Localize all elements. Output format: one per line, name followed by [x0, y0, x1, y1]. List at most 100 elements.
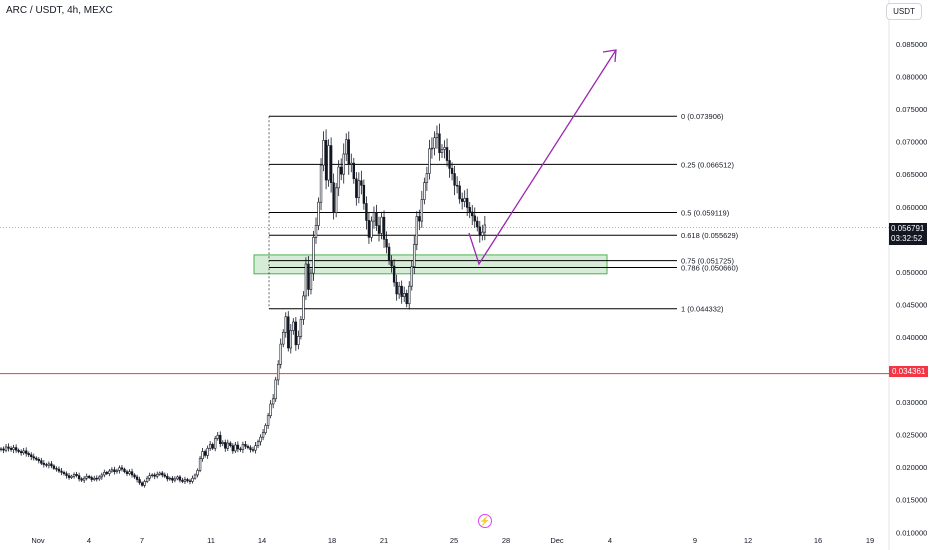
candle-up: [312, 237, 315, 274]
candle-down: [251, 449, 255, 451]
candle-down: [294, 321, 298, 346]
fib-level-label: 0.75 (0.051725): [681, 257, 734, 266]
candle-up: [357, 180, 361, 198]
candle-down: [367, 220, 371, 238]
y-tick-label: 0.085000: [896, 40, 927, 49]
candle-down: [133, 474, 136, 478]
candle-down: [455, 184, 459, 187]
y-tick-label: 0.045000: [896, 300, 927, 309]
candle-up: [156, 474, 159, 477]
y-tick-label: 0.070000: [896, 138, 927, 147]
candle-up: [85, 475, 88, 479]
candle-down: [418, 216, 421, 222]
candle-up: [370, 220, 373, 238]
candle-up: [380, 216, 383, 234]
candle-up: [342, 153, 345, 175]
candle-up: [196, 470, 199, 476]
candle-down: [453, 173, 456, 186]
candle-down: [324, 140, 328, 181]
time-axis[interactable]: Nov 4 7 11 14 18 21 25 28 Dec 4 9 12 16 19: [31, 536, 874, 545]
candle-up: [72, 474, 76, 477]
lightning-icon[interactable]: ⚡: [478, 514, 492, 528]
candle-down: [352, 162, 355, 180]
candle-up: [221, 442, 224, 445]
candle-down: [77, 475, 81, 480]
candle-down: [476, 220, 479, 228]
candle-up: [284, 316, 287, 333]
fib-level-label: 0.786 (0.050660): [681, 264, 739, 273]
candle-up: [206, 447, 209, 456]
candle-up: [319, 164, 323, 203]
currency-button[interactable]: USDT: [886, 3, 922, 20]
candle-up: [261, 432, 265, 438]
candle-up: [428, 148, 431, 174]
candle-up: [241, 444, 245, 450]
candle-down: [113, 469, 116, 473]
candle-down: [130, 471, 134, 476]
fibonacci-retracement[interactable]: 0 (0.073906) 0.25 (0.066512) 0.5 (0.059119…: [268, 112, 739, 314]
candle-up: [327, 145, 330, 181]
candle-up: [274, 379, 277, 400]
y-tick-label: 0.040000: [896, 333, 927, 342]
candle-up: [350, 162, 353, 165]
candle-down: [60, 470, 63, 473]
candle-up: [271, 398, 275, 405]
candle-down: [382, 216, 386, 240]
candle-up: [337, 166, 340, 189]
candle-up: [128, 471, 131, 474]
candle-up: [168, 477, 172, 480]
candle-down: [120, 467, 124, 470]
candle-down: [7, 446, 10, 449]
candle-down: [188, 480, 192, 482]
x-tick-label: 14: [258, 536, 266, 545]
candle-up: [483, 224, 487, 233]
price-axis[interactable]: 0.085000 0.080000 0.075000 0.070000 0.065000…: [896, 40, 927, 537]
candle-down: [395, 281, 398, 295]
candle-up: [266, 415, 270, 426]
candle-down: [307, 263, 310, 290]
candle-up: [413, 244, 416, 267]
candle-up: [410, 266, 413, 287]
candle-down: [375, 212, 378, 226]
candle-up: [322, 140, 325, 166]
x-tick-label: 16: [814, 536, 822, 545]
candle-up: [302, 295, 305, 320]
candle-up: [108, 470, 111, 474]
candle-down: [181, 479, 184, 482]
candle-up: [334, 187, 338, 213]
candle-up: [226, 442, 229, 449]
projection-arrow[interactable]: [468, 49, 617, 266]
candle-down: [478, 226, 481, 236]
candle-up: [259, 436, 262, 443]
candle-up: [481, 231, 484, 236]
candle-down: [153, 474, 156, 477]
candle-up: [309, 272, 313, 290]
candle-up: [276, 363, 280, 381]
candle-up: [402, 293, 406, 297]
candle-up: [4, 446, 8, 451]
candle-down: [450, 168, 454, 174]
candle-up: [304, 263, 308, 297]
candle-up: [420, 199, 424, 222]
candle-up: [118, 467, 121, 471]
y-tick-label: 0.050000: [896, 268, 927, 277]
candle-up: [158, 472, 161, 475]
candle-up: [423, 182, 426, 200]
candle-down: [95, 477, 98, 480]
candle-up: [145, 477, 149, 482]
candle-down: [166, 475, 169, 480]
candle-up: [151, 474, 154, 477]
bar-countdown: 03:32:52: [891, 234, 923, 243]
y-tick-label: 0.030000: [896, 398, 927, 407]
candle-down: [377, 225, 381, 234]
candle-down: [135, 476, 139, 480]
candle-up: [103, 472, 106, 476]
candle-down: [14, 447, 18, 451]
candle-down: [105, 472, 109, 474]
candle-down: [400, 285, 403, 297]
candle-down: [471, 211, 474, 217]
candle-down: [460, 198, 464, 202]
candle-up: [254, 445, 257, 451]
candle-down: [88, 475, 91, 478]
